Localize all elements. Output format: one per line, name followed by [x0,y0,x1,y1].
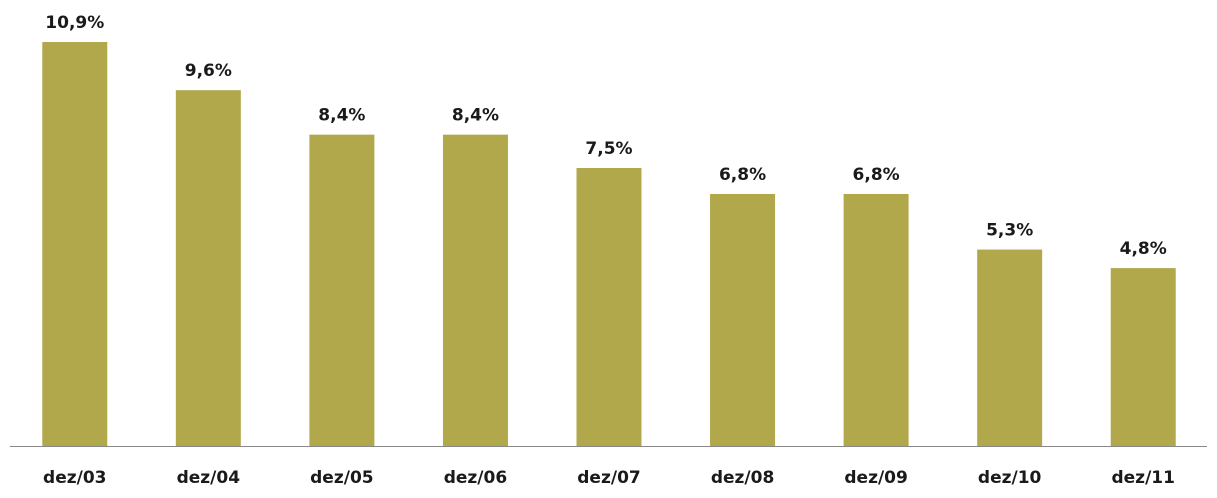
x-tick-label: dez/06 [444,468,507,488]
data-label: 6,8% [719,165,766,185]
data-label: 4,8% [1120,239,1167,259]
data-label: 5,3% [986,221,1033,241]
x-tick-label: dez/03 [43,468,106,488]
data-label: 8,4% [452,106,499,126]
bar [42,42,108,446]
data-label: 10,9% [45,13,104,33]
x-tick-label: dez/07 [577,468,640,488]
x-tick-label: dez/11 [1111,468,1174,488]
x-tick-label: dez/04 [177,468,241,488]
x-tick-label: dez/10 [978,468,1042,488]
bar [442,134,508,446]
data-label: 7,5% [585,139,632,159]
x-tick-label: dez/08 [711,468,774,488]
data-label: 6,8% [853,165,900,185]
bar [843,193,909,446]
bar [309,134,375,446]
x-tick-label: dez/09 [844,468,907,488]
x-tick-label: dez/05 [310,468,373,488]
bar [1110,268,1176,446]
bar [576,168,642,446]
bar [710,193,776,446]
bar [175,90,241,447]
data-label: 9,6% [185,61,232,81]
data-label: 8,4% [318,106,365,126]
bar [977,249,1043,446]
